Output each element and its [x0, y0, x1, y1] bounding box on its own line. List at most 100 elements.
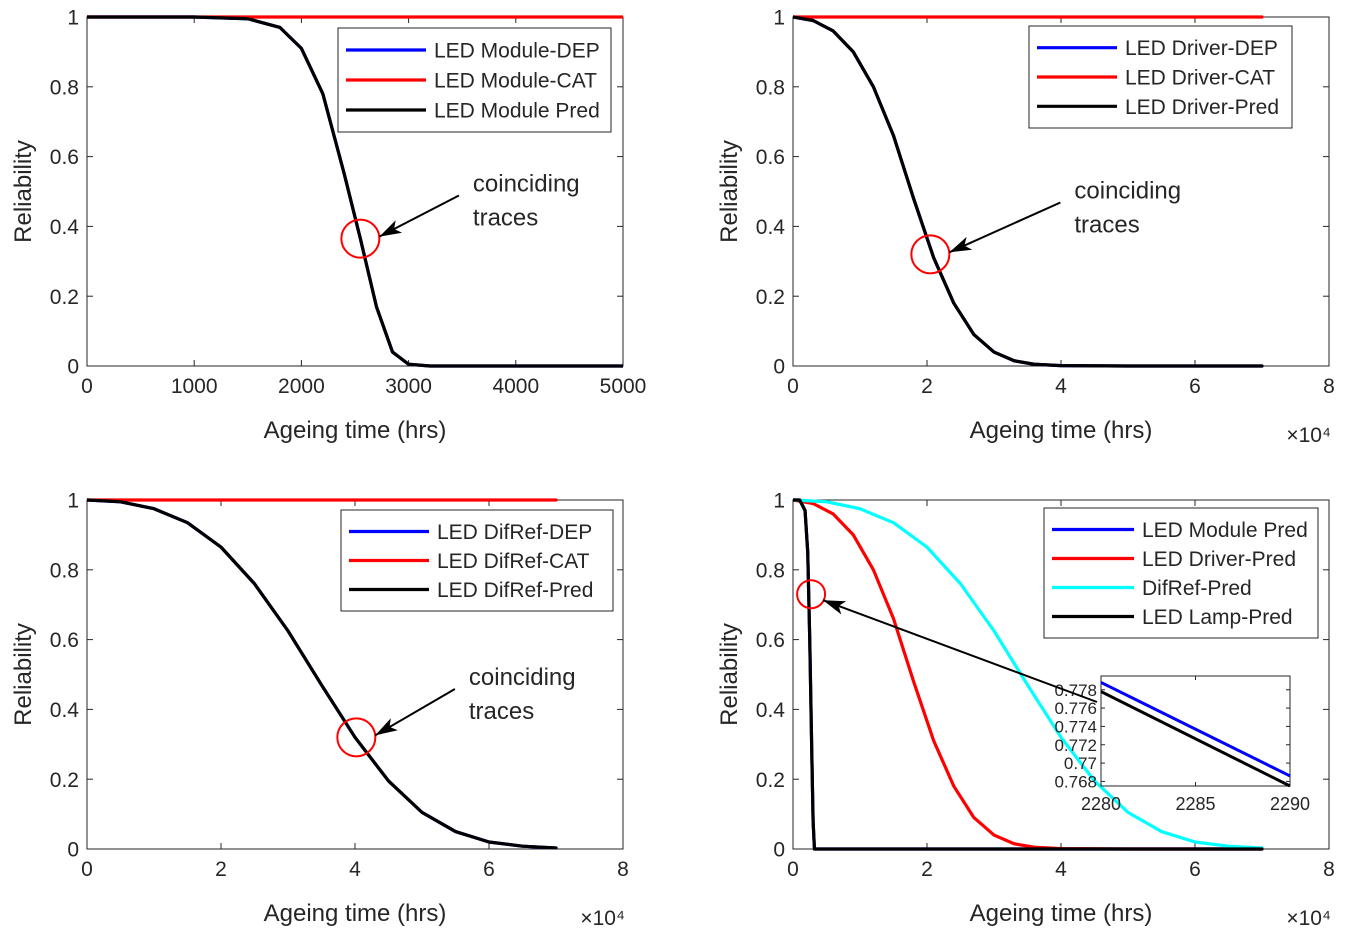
- annotation-circle: [340, 218, 381, 259]
- x-tick-label: 2000: [278, 375, 325, 398]
- inset-x-tick-label: 2285: [1175, 794, 1215, 814]
- legend-label: LED Driver-DEP: [1125, 37, 1278, 60]
- series-line-3: [793, 498, 1264, 850]
- inset-y-tick-label: 0.77: [1064, 754, 1097, 773]
- y-tick-label: 0.4: [50, 699, 80, 722]
- y-tick-label: 0.4: [756, 699, 786, 722]
- y-axis-label: Reliability: [716, 140, 743, 243]
- y-tick-label: 0.8: [756, 76, 785, 99]
- annotation-arrowhead: [375, 718, 398, 736]
- inset-x-tick-label: 2280: [1081, 794, 1121, 814]
- chart-panel-3: 0 2 4 6 8 0 0.2 0.4 0.6 0.8 1 Ageing time (hrs) Reli…: [10, 490, 629, 930]
- x-tick-label: 8: [1323, 375, 1335, 398]
- legend: LED DifRef-DEP LED DifRef-CAT LED DifRef-P…: [340, 509, 614, 612]
- x-exponent-label: ×10⁴: [580, 907, 625, 930]
- legend: LED Module-DEP LED Module-CAT LED Module P…: [337, 27, 612, 133]
- y-tick-label: 1: [67, 490, 79, 513]
- y-tick-label: 0.8: [756, 559, 785, 582]
- y-tick-label: 0.2: [756, 286, 785, 309]
- inset-y-tick-label: 0.778: [1054, 681, 1097, 700]
- series-line-3: [793, 15, 1264, 368]
- x-tick-label: 8: [617, 858, 629, 881]
- x-axis-label: Ageing time (hrs): [970, 417, 1153, 444]
- y-axis-label: Reliability: [716, 623, 743, 726]
- legend-label: LED DifRef-Pred: [437, 579, 593, 602]
- y-tick-label: 0.4: [756, 216, 786, 239]
- y-tick-label: 0.2: [756, 769, 785, 792]
- inset-series-line-1: [1100, 681, 1291, 778]
- legend: LED Module Pred LED Driver-Pred DifRef-Pre…: [1043, 507, 1319, 639]
- y-tick-label: 1: [67, 7, 79, 30]
- annotation-text: traces: [469, 698, 534, 725]
- y-tick-label: 0.2: [50, 286, 79, 309]
- y-tick-label: 0.6: [756, 629, 785, 652]
- annotation-circle: [336, 717, 377, 758]
- annotation-text: coinciding: [1074, 177, 1181, 204]
- x-tick-label: 0: [81, 858, 93, 881]
- y-tick-label: 1: [773, 490, 785, 513]
- x-tick-label: 6: [483, 858, 495, 881]
- x-tick-label: 4: [1055, 858, 1067, 881]
- legend-label: LED Module Pred: [434, 100, 600, 123]
- y-tick-label: 0.8: [50, 76, 79, 99]
- series-group: [793, 15, 1264, 368]
- annotation-text: traces: [1074, 211, 1139, 238]
- series-group: [87, 498, 558, 850]
- legend-label: LED Driver-CAT: [1125, 67, 1275, 90]
- inset-y-tick-label: 0.776: [1054, 699, 1097, 718]
- legend-label: LED Module-CAT: [434, 70, 597, 93]
- x-tick-label: 4000: [492, 375, 539, 398]
- legend-label: LED DifRef-CAT: [437, 550, 590, 573]
- annotation-circle: [796, 579, 827, 610]
- x-tick-label: 1000: [171, 375, 218, 398]
- x-axis-label: Ageing time (hrs): [970, 900, 1153, 927]
- inset-x-tick-label: 2290: [1270, 794, 1310, 814]
- series-group: [793, 498, 1264, 851]
- series-group: [87, 15, 623, 368]
- y-tick-label: 0.8: [50, 559, 79, 582]
- annotation-arrow: [948, 201, 1061, 254]
- series-line-4: [793, 498, 1264, 851]
- annotation-arrow: [822, 599, 1098, 703]
- y-tick-label: 0.4: [50, 216, 80, 239]
- y-tick-label: 0: [773, 839, 785, 862]
- y-axis-label: Reliability: [10, 140, 37, 243]
- x-tick-label: 2: [921, 858, 933, 881]
- chart-panel-1: 0 1000 2000 3000 4000 5000 0 0.2 0.4 0.6 0.8 1 Agein…: [10, 7, 646, 444]
- inset-series-line-2: [1100, 690, 1291, 788]
- x-axis-label: Ageing time (hrs): [264, 417, 447, 444]
- x-tick-label: 6: [1189, 858, 1201, 881]
- legend-label: DifRef-Pred: [1142, 577, 1252, 600]
- y-tick-label: 0.6: [50, 629, 79, 652]
- legend-label: LED Driver-Pred: [1125, 96, 1279, 119]
- legend-label: LED DifRef-DEP: [437, 521, 592, 544]
- inset-y-tick-label: 0.774: [1054, 717, 1097, 736]
- y-tick-label: 0.2: [50, 769, 79, 792]
- x-tick-label: 0: [787, 858, 799, 881]
- inset-y-tick-label: 0.768: [1054, 772, 1097, 791]
- annotation-text: coinciding: [473, 171, 580, 198]
- series-line-3: [87, 15, 623, 368]
- annotation-arrowhead: [379, 220, 403, 237]
- x-exponent-label: ×10⁴: [1286, 907, 1331, 930]
- inset-chart: 2280 2285 2290 0.7680.770.7720.7740.7760.77…: [1054, 675, 1310, 814]
- x-tick-label: 4: [1055, 375, 1067, 398]
- y-tick-label: 0: [773, 356, 785, 379]
- y-tick-label: 0: [67, 356, 79, 379]
- y-tick-label: 0.6: [756, 146, 785, 169]
- annotation-text: traces: [473, 205, 538, 232]
- annotation-circle: [910, 234, 951, 275]
- series-line-3: [87, 498, 558, 850]
- chart-panel-2: 0 2 4 6 8 0 0.2 0.4 0.6 0.8 1 Ageing time (hrs) Reli…: [716, 7, 1335, 447]
- x-axis-label: Ageing time (hrs): [264, 900, 447, 927]
- legend-box: [337, 27, 612, 133]
- y-tick-label: 0.6: [50, 146, 79, 169]
- inset-y-tick-label: 0.772: [1054, 736, 1097, 755]
- x-tick-label: 6: [1189, 375, 1201, 398]
- y-tick-label: 1: [773, 7, 785, 30]
- legend-label: LED Lamp-Pred: [1142, 606, 1293, 629]
- x-tick-label: 2: [215, 858, 227, 881]
- x-tick-label: 4: [349, 858, 361, 881]
- x-tick-label: 3000: [385, 375, 432, 398]
